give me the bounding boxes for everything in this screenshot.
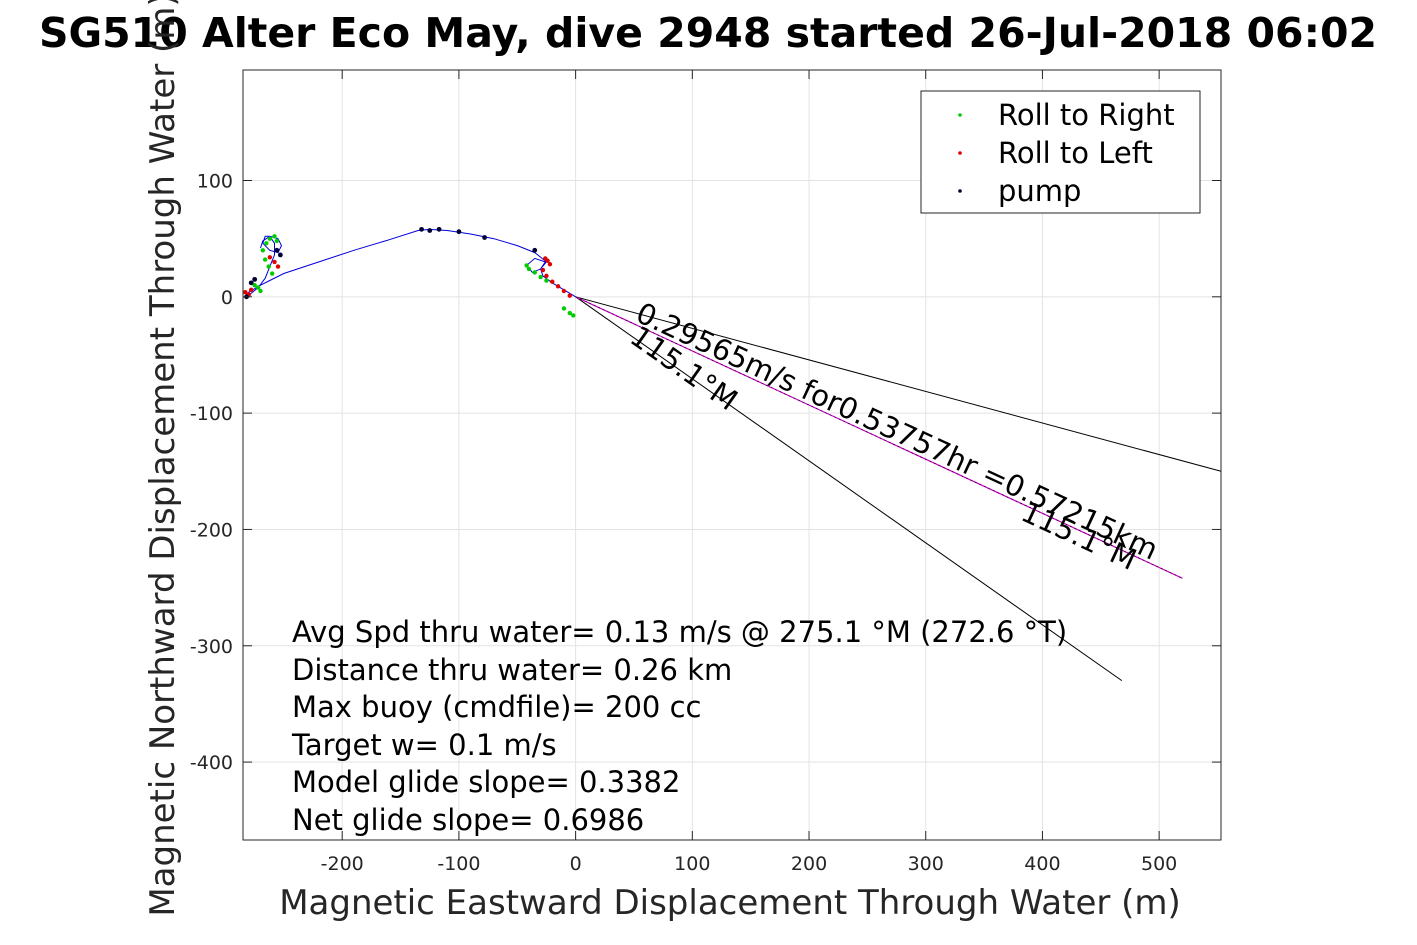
note-target-w: Target w= 0.1 m/s	[291, 728, 557, 762]
x-tick-label: 500	[1141, 853, 1177, 875]
roll-right-point	[272, 234, 277, 239]
pump-point	[532, 247, 538, 253]
x-tick-label: -100	[437, 853, 480, 875]
roll-right-point	[274, 238, 280, 244]
roll-right-point	[567, 310, 572, 316]
roll-left-point	[243, 289, 248, 295]
roll-left-point	[544, 273, 549, 279]
pump-point	[419, 226, 424, 232]
legend: Roll to Right Roll to Left pump	[920, 90, 1201, 214]
roll-left-point	[561, 288, 567, 294]
roll-right-point	[252, 282, 257, 288]
pump-point	[482, 235, 487, 240]
y-tick-label: -400	[190, 752, 233, 774]
x-tick-label: 300	[908, 853, 944, 875]
note-net-glide: Net glide slope= 0.6986	[292, 803, 644, 837]
y-tick-label: 100	[197, 170, 233, 192]
roll-right-point	[262, 257, 268, 262]
note-avg-speed: Avg Spd thru water= 0.13 m/s @ 275.1 °M …	[292, 615, 1067, 649]
current-vector-overlay	[575, 296, 1183, 579]
roll-right-point	[267, 236, 273, 241]
pump-point	[277, 252, 283, 258]
roll-left-point	[540, 267, 546, 273]
roll-points	[243, 226, 576, 318]
roll-right-point	[526, 266, 532, 272]
roll-left-point	[555, 284, 561, 289]
legend-label-pump: pump	[998, 174, 1081, 208]
x-axis-label: Magnetic Eastward Displacement Through W…	[279, 883, 1181, 923]
pump-point	[274, 247, 280, 253]
roll-right-point	[264, 241, 269, 246]
current-vector	[575, 296, 1183, 579]
pump-point	[456, 229, 462, 235]
note-max-buoy: Max buoy (cmdfile)= 200 cc	[292, 690, 701, 724]
x-tick-label: 200	[791, 853, 827, 875]
roll-right-point	[266, 264, 271, 269]
roll-left-point	[248, 287, 254, 293]
heading-bound-line	[575, 296, 1123, 682]
y-axis-label: Magnetic Northward Displacement Through …	[143, 0, 183, 917]
legend-marker-pump	[958, 189, 962, 193]
y-tick-label: -200	[190, 519, 233, 541]
y-tick-label: -100	[190, 403, 233, 425]
roll-right-point	[532, 270, 537, 275]
roll-left-point	[547, 262, 553, 267]
roll-right-point	[571, 313, 576, 318]
pump-point	[252, 276, 258, 282]
x-tick-label: 100	[674, 853, 710, 875]
heading-bounds	[575, 296, 1222, 682]
y-tick-label: 0	[221, 287, 233, 309]
x-tick-label: 0	[570, 853, 582, 875]
legend-label-roll-right: Roll to Right	[998, 98, 1175, 132]
note-model-glide: Model glide slope= 0.3382	[292, 765, 680, 799]
legend-marker-roll-right	[958, 113, 962, 117]
roll-left-point	[543, 256, 548, 261]
roll-right-point	[544, 278, 549, 283]
heading-bound-line	[575, 296, 1222, 472]
roll-right-point	[524, 263, 529, 268]
plot-border	[242, 69, 1222, 841]
roll-right-point	[255, 285, 261, 290]
roll-left-point	[275, 264, 281, 269]
roll-right-point	[538, 274, 543, 280]
legend-box	[920, 90, 1201, 214]
roll-right-point	[561, 306, 567, 311]
chart-title: SG510 Alter Eco May, dive 2948 started 2…	[39, 9, 1377, 57]
roll-left-point	[567, 293, 572, 298]
roll-left-point	[550, 279, 555, 284]
roll-left-point	[272, 259, 277, 265]
pump-point	[427, 228, 433, 233]
x-tick-label: -200	[321, 853, 364, 875]
pump-point	[436, 226, 442, 232]
pump-point	[248, 280, 254, 286]
roll-right-point	[258, 288, 263, 294]
legend-marker-roll-left	[958, 151, 962, 155]
roll-right-point	[260, 248, 266, 253]
roll-left-point	[267, 255, 273, 260]
legend-label-roll-left: Roll to Left	[998, 136, 1153, 170]
ticks: -200 -100 0 100 200 300 400 500 100 0 -100 -200 -300…	[190, 70, 1221, 875]
roll-right-point	[269, 271, 275, 276]
note-distance: Distance thru water= 0.26 km	[292, 653, 732, 687]
y-tick-label: -300	[190, 636, 233, 658]
x-tick-label: 400	[1024, 853, 1060, 875]
stats-notes: Avg Spd thru water= 0.13 m/s @ 275.1 °M …	[291, 615, 1067, 837]
